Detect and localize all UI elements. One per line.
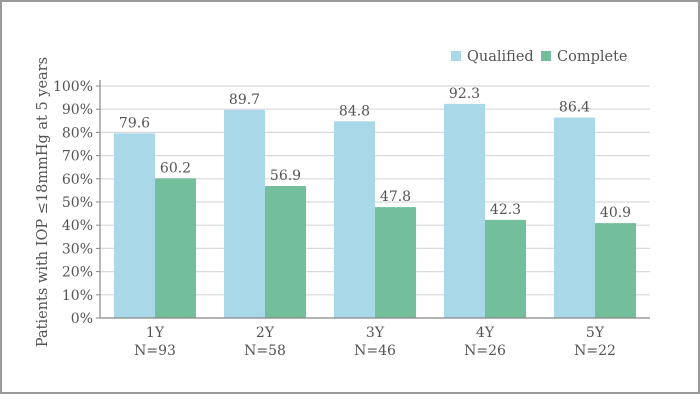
bar-chart: 0% 10% 20% 30% 40% 50% 60% 70% 80% 90% 100% 79.6 60.… (35, 49, 650, 359)
bar-qualified (114, 133, 155, 318)
data-label: 79.6 (119, 115, 150, 131)
bar-complete (155, 178, 196, 318)
y-axis-label: Patients with IOP ≤18mmHg at 5 years (35, 57, 51, 347)
x-tick-sublabel: N=46 (354, 343, 396, 359)
y-tick-label: 70% (62, 149, 93, 165)
bar-complete (595, 223, 636, 318)
legend-label: Qualified (467, 49, 534, 65)
data-label: 47.8 (380, 189, 411, 205)
x-tick-label: 1Y (146, 325, 165, 341)
data-label: 84.8 (339, 103, 370, 119)
data-label: 40.9 (600, 205, 631, 221)
y-tick-label: 0% (71, 311, 93, 327)
chart-frame: 0% 10% 20% 30% 40% 50% 60% 70% 80% 90% 100% 79.6 60.… (0, 0, 700, 394)
x-tick-label: 5Y (586, 325, 605, 341)
bar-complete (265, 185, 306, 318)
bar-qualified (444, 103, 485, 318)
data-label: 60.2 (160, 160, 191, 176)
y-tick-label: 90% (62, 102, 93, 118)
y-tick-label: 20% (62, 265, 93, 281)
bar-qualified (334, 121, 375, 318)
bar-qualified (224, 109, 265, 318)
bar-complete (375, 207, 416, 318)
data-label: 89.7 (229, 92, 260, 108)
x-tick-sublabel: N=58 (244, 343, 286, 359)
y-tick-label: 100% (53, 79, 93, 95)
x-tick-label: 3Y (366, 325, 385, 341)
x-tick-label: 2Y (256, 325, 275, 341)
x-tick-sublabel: N=26 (464, 343, 506, 359)
x-tick-label: 4Y (476, 325, 495, 341)
y-tick-label: 60% (62, 172, 93, 188)
y-tick-label: 40% (62, 218, 93, 234)
data-label: 92.3 (449, 86, 480, 102)
y-tick-label: 50% (62, 195, 93, 211)
x-tick-sublabel: N=93 (134, 343, 176, 359)
data-label: 86.4 (559, 100, 590, 116)
legend-label: Complete (557, 49, 627, 65)
data-label: 42.3 (490, 202, 521, 218)
y-tick-label: 80% (62, 125, 93, 141)
bar-qualified (554, 117, 595, 318)
data-label: 56.9 (270, 168, 301, 184)
x-tick-sublabel: N=22 (574, 343, 616, 359)
bar-complete (485, 219, 526, 318)
legend-swatch-complete (541, 51, 551, 61)
y-tick-label: 10% (62, 288, 93, 304)
y-tick-label: 30% (62, 241, 93, 257)
legend-swatch-qualified (451, 51, 461, 61)
